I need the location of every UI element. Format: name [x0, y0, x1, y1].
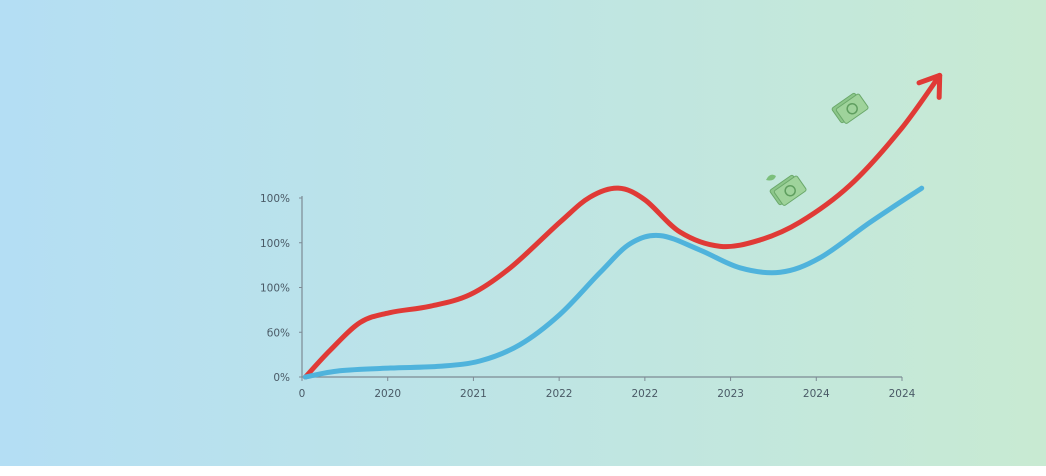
- x-tick-label: 2023: [717, 388, 744, 400]
- money-bill-icon: [769, 174, 807, 206]
- x-tick-label: 0: [299, 388, 306, 400]
- chart-background: 0 2020 2021 2022 2022 2023 2024 2024 0% б0% 100% 10…: [0, 0, 1046, 466]
- y-tick-label: 100%: [260, 283, 290, 295]
- y-tick-label: б0%: [267, 327, 290, 339]
- y-tick-label: 0%: [273, 372, 290, 384]
- line-chart: 0 2020 2021 2022 2022 2023 2024 2024 0% б0% 100% 10…: [260, 72, 943, 400]
- x-tick-label: 2021: [460, 388, 487, 400]
- arrow-head-icon: [916, 72, 943, 100]
- money-bill-icon: [831, 92, 869, 124]
- x-tick-label: 2020: [374, 388, 401, 400]
- x-tick-label: 2022: [631, 388, 658, 400]
- y-tick-label: 100%: [260, 193, 290, 205]
- y-tick-label: 100%: [260, 238, 290, 250]
- series-line-red-growth: [302, 72, 943, 380]
- x-tick-label: 2022: [546, 388, 573, 400]
- leaf-icon: [766, 174, 776, 181]
- series-line-blue-growth: [302, 185, 925, 380]
- x-tick-label: 2024: [889, 388, 916, 400]
- x-tick-label: 2024: [803, 388, 830, 400]
